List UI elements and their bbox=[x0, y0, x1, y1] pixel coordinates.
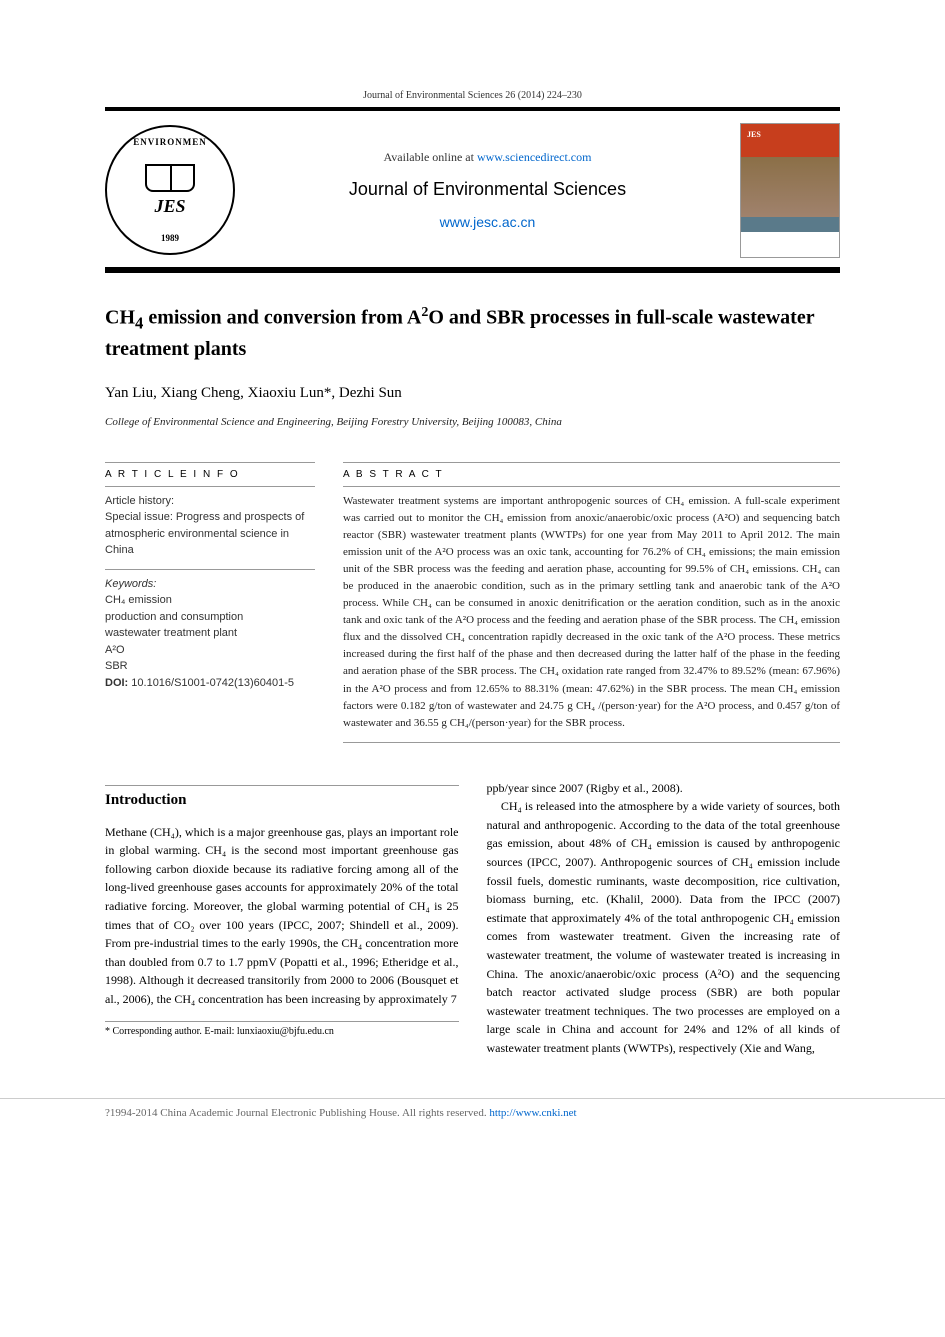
introduction-heading: Introduction bbox=[105, 792, 459, 809]
keyword-3: wastewater treatment plant bbox=[105, 625, 315, 642]
citation-line: Journal of Environmental Sciences 26 (20… bbox=[105, 90, 840, 101]
abstract-text: Wastewater treatment systems are importa… bbox=[343, 493, 840, 732]
body-column-left: Introduction Methane (CH₄), which is a m… bbox=[105, 779, 459, 1058]
authors-line: Yan Liu, Xiang Cheng, Xiaoxiu Lun*, Dezh… bbox=[105, 385, 840, 402]
logo-year: 1989 bbox=[161, 233, 179, 243]
article-info-label: A R T I C L E I N F O bbox=[105, 469, 315, 480]
footer-cnki-link[interactable]: http://www.cnki.net bbox=[489, 1107, 576, 1119]
abstract-label: A B S T R A C T bbox=[343, 469, 840, 480]
article-history-text: Special issue: Progress and prospects of… bbox=[105, 509, 315, 559]
keyword-5: SBR bbox=[105, 658, 315, 675]
keyword-1: CH₄ emission bbox=[105, 592, 315, 609]
journal-logo: ENVIRONMEN JES 1989 bbox=[105, 125, 235, 255]
keyword-2: production and consumption bbox=[105, 609, 315, 626]
page-footer: ?1994-2014 China Academic Journal Electr… bbox=[0, 1098, 945, 1119]
intro-paragraph-1: Methane (CH₄), which is a major greenhou… bbox=[105, 823, 459, 1009]
abstract-column: A B S T R A C T Wastewater treatment sys… bbox=[343, 456, 840, 749]
corresponding-author-footnote: * Corresponding author. E-mail: lunxiaox… bbox=[105, 1021, 459, 1037]
body-columns: Introduction Methane (CH₄), which is a m… bbox=[105, 779, 840, 1058]
body-column-right: ppb/year since 2007 (Rigby et al., 2008)… bbox=[487, 779, 841, 1058]
available-prefix: Available online at bbox=[384, 150, 477, 164]
doi-value: 10.1016/S1001-0742(13)60401-5 bbox=[131, 677, 294, 689]
logo-book-icon bbox=[145, 164, 195, 192]
cover-title: JES bbox=[747, 130, 761, 139]
sciencedirect-link[interactable]: www.sciencedirect.com bbox=[477, 150, 592, 164]
header-rule bbox=[105, 107, 840, 111]
keyword-4: A²O bbox=[105, 642, 315, 659]
logo-arc-text: ENVIRONMEN bbox=[133, 137, 207, 147]
article-info-column: A R T I C L E I N F O Article history: S… bbox=[105, 456, 315, 749]
affiliation-line: College of Environmental Science and Eng… bbox=[105, 416, 840, 428]
keywords-label: Keywords: bbox=[105, 576, 315, 593]
available-online-line: Available online at www.sciencedirect.co… bbox=[253, 150, 722, 165]
cover-bottom-strip bbox=[741, 232, 839, 257]
intro-paragraph-2: CH₄ is released into the atmosphere by a… bbox=[487, 797, 841, 1057]
doi-line: DOI: 10.1016/S1001-0742(13)60401-5 bbox=[105, 675, 315, 692]
journal-header: ENVIRONMEN JES 1989 Available online at … bbox=[105, 113, 840, 273]
footer-copyright: ?1994-2014 China Academic Journal Electr… bbox=[105, 1107, 489, 1119]
journal-cover-thumbnail: JES bbox=[740, 123, 840, 258]
logo-abbr: JES bbox=[154, 196, 185, 217]
journal-name: Journal of Environmental Sciences bbox=[253, 179, 722, 200]
doi-label: DOI: bbox=[105, 677, 131, 689]
journal-url-link[interactable]: www.jesc.ac.cn bbox=[253, 214, 722, 230]
article-title: CH4 emission and conversion from A2O and… bbox=[105, 303, 840, 363]
article-history-label: Article history: bbox=[105, 493, 315, 510]
intro-continuation: ppb/year since 2007 (Rigby et al., 2008)… bbox=[487, 779, 841, 798]
